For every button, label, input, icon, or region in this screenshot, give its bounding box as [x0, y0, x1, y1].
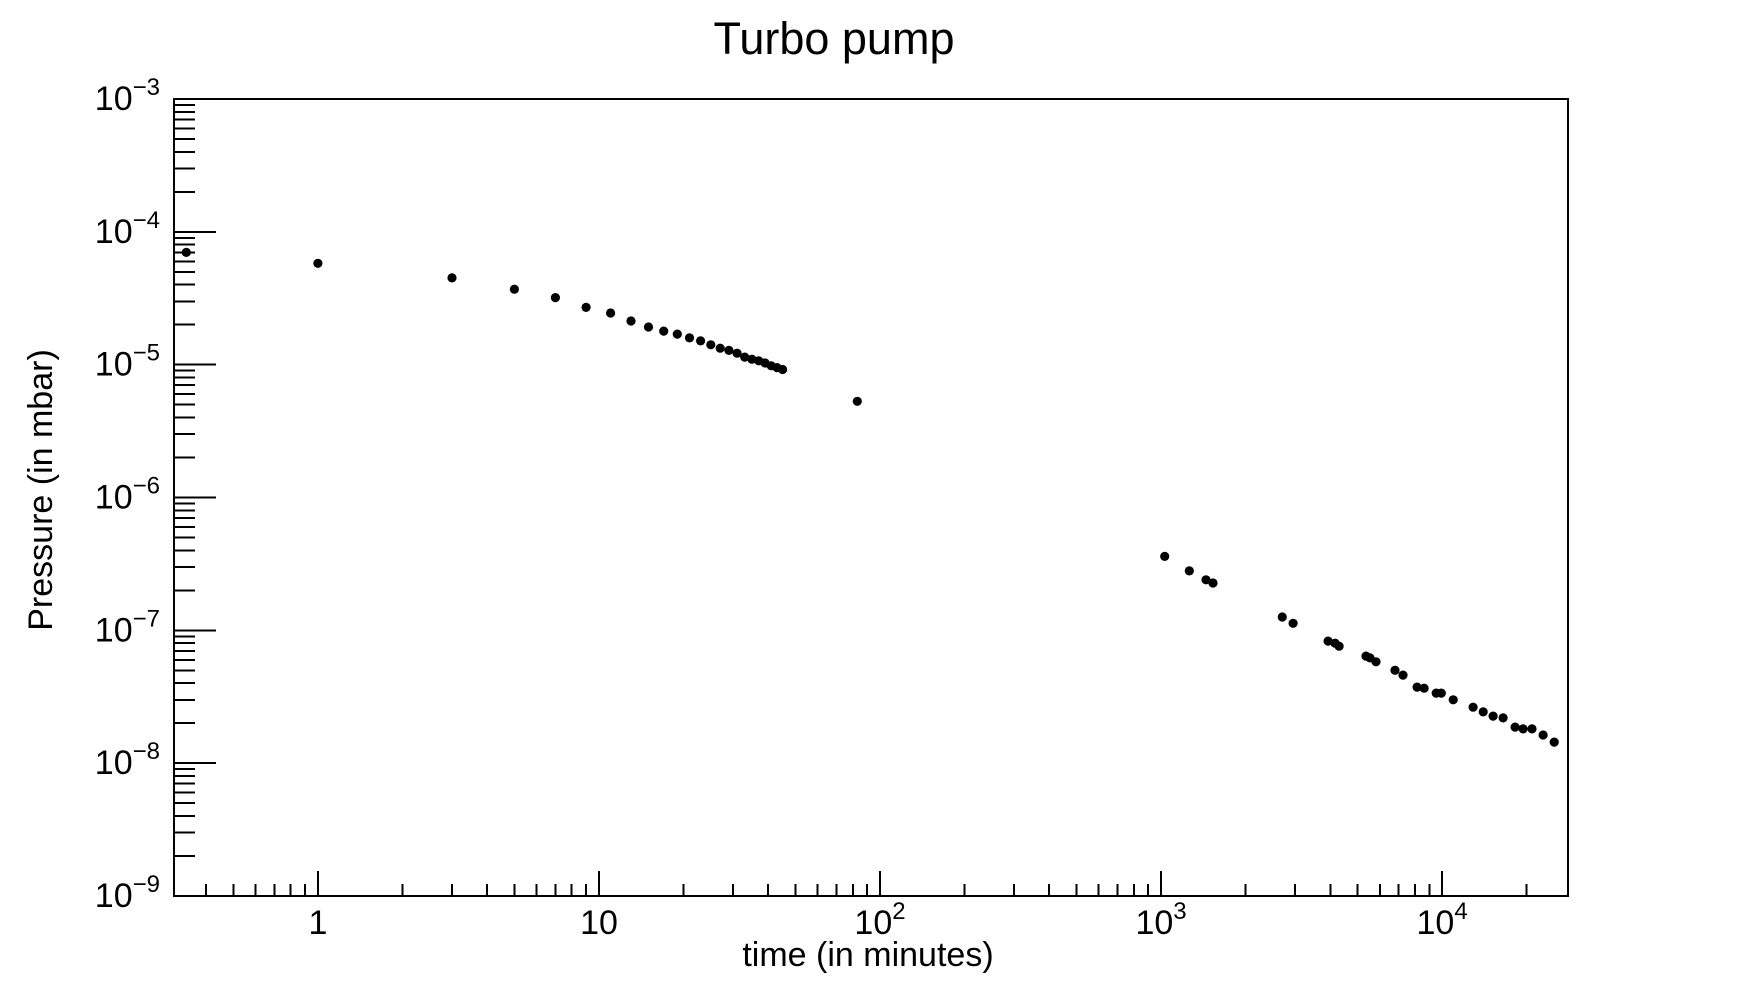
- data-point: [724, 345, 734, 355]
- data-point: [1538, 730, 1548, 740]
- data-point: [696, 336, 706, 346]
- data-point: [1510, 722, 1520, 732]
- data-point: [1549, 737, 1559, 747]
- y-tick-label: 10−4: [95, 207, 160, 251]
- data-point: [1498, 713, 1508, 723]
- data-point: [181, 247, 191, 257]
- data-point: [1419, 683, 1429, 693]
- data-point: [1208, 578, 1218, 588]
- x-axis-ticks: [205, 871, 1528, 896]
- y-tick-label: 10−6: [95, 473, 160, 517]
- y-axis-tick-labels: 10−3 10−4 10−5 10−6 10−7 10−8 10−9: [95, 74, 160, 915]
- data-point: [1448, 695, 1458, 705]
- data-point: [1436, 688, 1446, 698]
- data-point: [509, 284, 519, 294]
- data-point: [715, 343, 725, 353]
- x-axis-tick-labels: 1 10 102 103 104: [308, 898, 1467, 942]
- data-point: [1334, 641, 1344, 651]
- data-point: [778, 364, 788, 375]
- data-points: [181, 247, 1559, 747]
- data-point: [1412, 682, 1422, 692]
- data-point: [626, 316, 636, 326]
- data-point: [1160, 551, 1170, 562]
- x-tick-label: 104: [1417, 898, 1468, 942]
- data-point: [684, 333, 695, 343]
- data-point: [606, 308, 616, 318]
- data-point: [313, 258, 323, 268]
- y-tick-label: 10−3: [95, 74, 160, 118]
- data-point: [1488, 711, 1498, 721]
- chart-title: Turbo pump: [714, 13, 955, 64]
- y-tick-label: 10−8: [95, 738, 160, 782]
- x-tick-label: 1: [308, 904, 327, 942]
- data-point: [1518, 724, 1528, 734]
- data-point: [1323, 636, 1333, 646]
- y-axis-ticks: [174, 98, 216, 897]
- data-point: [852, 396, 862, 406]
- y-axis-title: Pressure (in mbar): [22, 349, 60, 631]
- data-point: [659, 326, 669, 336]
- data-point: [672, 329, 682, 339]
- data-point: [1288, 618, 1298, 628]
- data-point: [1527, 724, 1537, 734]
- plot-frame: [173, 98, 1569, 897]
- data-point: [643, 322, 654, 332]
- x-tick-label: 10: [580, 904, 618, 942]
- data-point: [1398, 670, 1408, 680]
- data-point: [706, 340, 716, 350]
- data-point: [1478, 707, 1488, 717]
- data-point: [447, 273, 457, 283]
- data-point: [1277, 612, 1287, 622]
- data-point: [581, 302, 591, 312]
- x-tick-label: 102: [854, 898, 905, 942]
- data-point: [1390, 665, 1400, 675]
- y-tick-label: 10−7: [95, 605, 160, 649]
- data-point: [740, 352, 750, 362]
- x-axis-title: time (in minutes): [742, 936, 993, 974]
- y-tick-label: 10−9: [95, 871, 160, 915]
- data-point: [1371, 657, 1381, 667]
- data-point: [550, 293, 561, 303]
- y-tick-label: 10−5: [95, 340, 160, 384]
- data-point: [732, 348, 742, 358]
- data-point: [1184, 566, 1194, 576]
- data-point: [1468, 702, 1478, 712]
- x-tick-label: 103: [1135, 898, 1186, 942]
- data-point: [1201, 575, 1211, 585]
